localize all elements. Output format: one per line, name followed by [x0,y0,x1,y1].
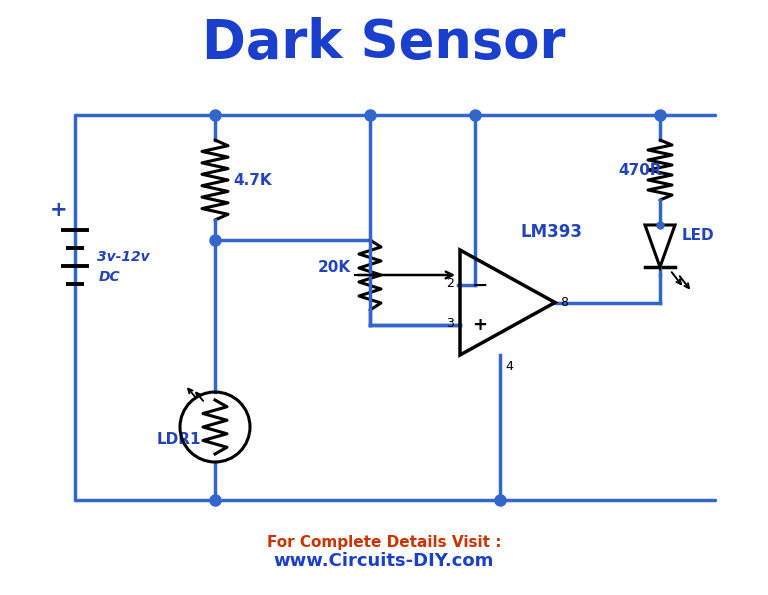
Text: 3: 3 [446,317,454,330]
Text: 2: 2 [446,277,454,290]
Text: For Complete Details Visit :: For Complete Details Visit : [266,536,502,550]
Text: www.Circuits-DIY.com: www.Circuits-DIY.com [274,552,494,570]
Text: DC: DC [99,270,121,284]
Text: +: + [50,200,68,220]
Text: LM393: LM393 [520,223,582,241]
Text: Dark Sensor: Dark Sensor [202,17,566,69]
Text: 4.7K: 4.7K [233,173,272,187]
Text: −: − [472,275,488,295]
Text: LDR1: LDR1 [157,431,201,446]
Text: LED: LED [682,227,715,243]
Text: +: + [472,316,487,334]
Text: 20K: 20K [318,259,351,274]
Text: 8: 8 [560,296,568,309]
Text: 470R: 470R [618,162,661,177]
Text: 4: 4 [505,361,513,374]
Text: 3v-12v: 3v-12v [97,250,150,264]
